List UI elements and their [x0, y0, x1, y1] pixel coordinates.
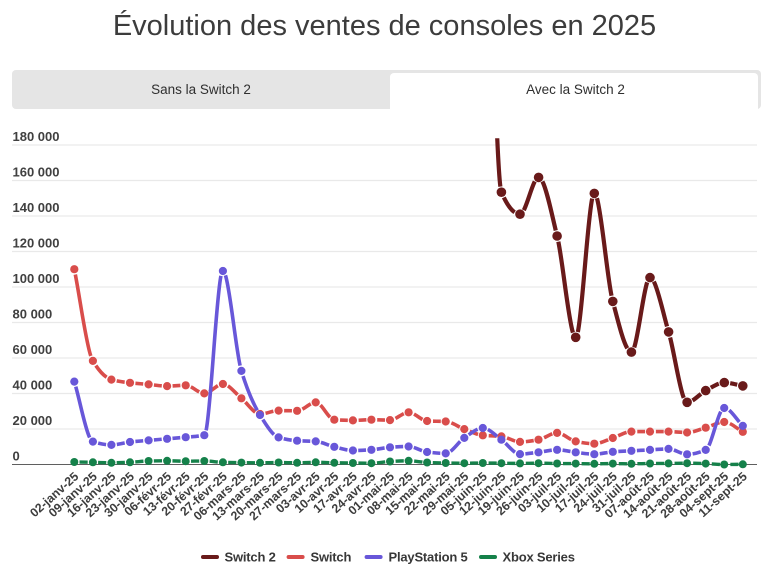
- svg-text:60 000: 60 000: [13, 342, 53, 357]
- svg-text:20 000: 20 000: [13, 413, 53, 428]
- svg-text:Xbox Series: Xbox Series: [503, 550, 575, 565]
- svg-text:180 000: 180 000: [13, 129, 60, 144]
- svg-text:140 000: 140 000: [13, 200, 60, 215]
- svg-text:120 000: 120 000: [13, 235, 60, 250]
- svg-text:0: 0: [13, 448, 20, 463]
- svg-text:PlayStation 5: PlayStation 5: [389, 550, 468, 565]
- svg-text:Switch: Switch: [311, 550, 352, 565]
- svg-text:40 000: 40 000: [13, 377, 53, 392]
- svg-text:Switch 2: Switch 2: [225, 550, 276, 565]
- svg-text:80 000: 80 000: [13, 306, 53, 321]
- svg-text:100 000: 100 000: [13, 271, 60, 286]
- svg-text:160 000: 160 000: [13, 164, 60, 179]
